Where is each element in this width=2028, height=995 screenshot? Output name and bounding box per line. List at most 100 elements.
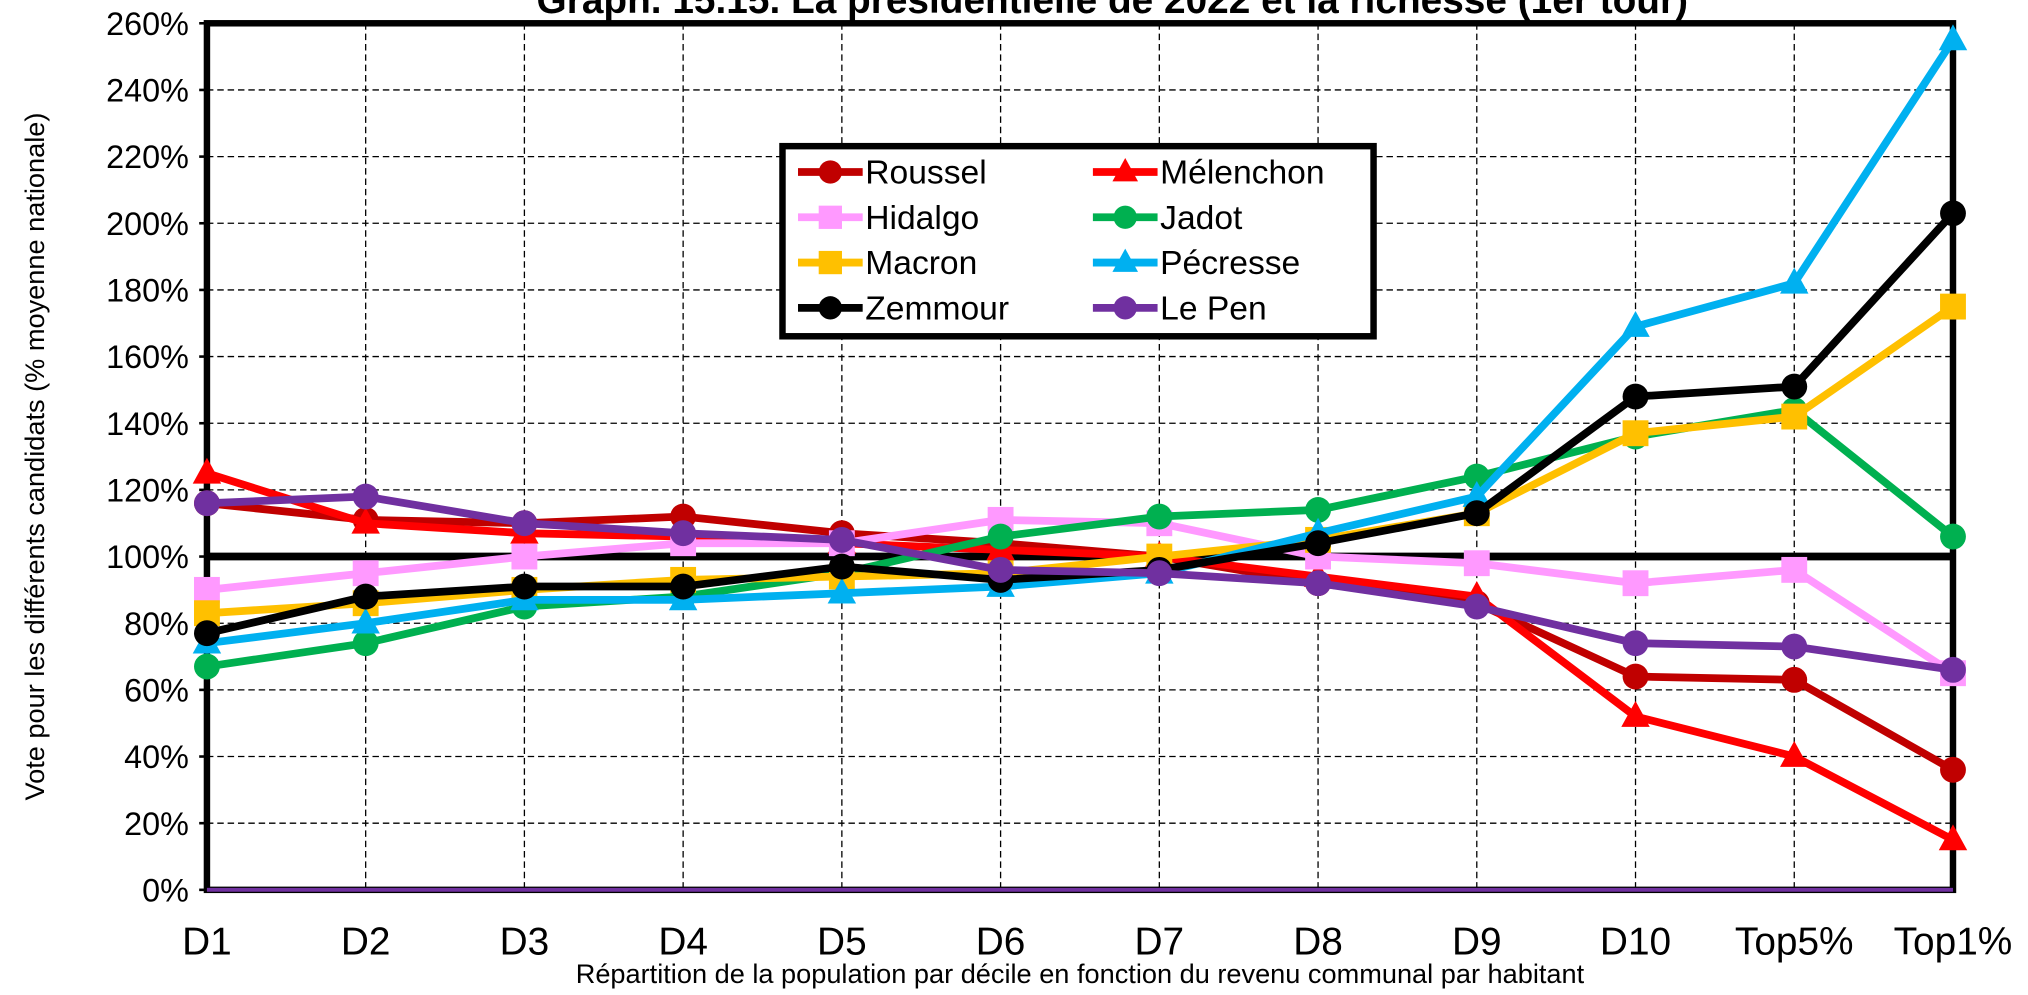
y-tick-label: 0% bbox=[142, 872, 189, 908]
marker bbox=[1781, 556, 1808, 583]
marker bbox=[818, 205, 842, 229]
series-line bbox=[206, 37, 1957, 648]
marker bbox=[1463, 463, 1490, 490]
legend-item: Jadot bbox=[1092, 200, 1243, 237]
marker bbox=[1113, 205, 1137, 229]
y-tick-label: 260% bbox=[106, 6, 189, 42]
series bbox=[194, 490, 1966, 783]
marker bbox=[1781, 373, 1808, 400]
marker bbox=[511, 510, 538, 537]
marker bbox=[1146, 503, 1173, 530]
marker bbox=[352, 483, 379, 510]
marker bbox=[1622, 663, 1649, 690]
x-tick-label: D10 bbox=[1600, 921, 1671, 964]
x-tick-label: D4 bbox=[658, 921, 708, 964]
legend-label: Jadot bbox=[1160, 200, 1243, 237]
legend-label: Roussel bbox=[865, 155, 986, 192]
marker bbox=[351, 607, 380, 634]
marker bbox=[1781, 403, 1808, 430]
x-tick-label: D8 bbox=[1293, 921, 1343, 964]
series-line bbox=[206, 406, 1956, 671]
legend-label: Le Pen bbox=[1160, 290, 1267, 327]
marker bbox=[1622, 383, 1649, 410]
legend-item: Hidalgo bbox=[798, 200, 979, 237]
marker bbox=[1940, 200, 1966, 227]
marker bbox=[670, 573, 697, 600]
series-line bbox=[206, 492, 1954, 674]
marker bbox=[194, 576, 220, 603]
y-tick-label: 20% bbox=[124, 806, 189, 842]
marker bbox=[1463, 500, 1490, 527]
marker bbox=[1940, 756, 1966, 783]
legend-item: Roussel bbox=[798, 155, 987, 192]
marker bbox=[1780, 741, 1809, 767]
marker bbox=[1112, 158, 1139, 182]
marker bbox=[987, 556, 1014, 583]
legend-box bbox=[779, 142, 1377, 340]
marker bbox=[352, 583, 379, 610]
marker bbox=[1781, 666, 1808, 693]
marker bbox=[1305, 530, 1331, 557]
x-tick-label: D5 bbox=[817, 921, 867, 964]
y-tick-label: 180% bbox=[106, 273, 189, 309]
chart-title: Graph. 15.15. La présidentielle de 2022 … bbox=[537, 0, 1688, 22]
legend-item: Pécresse bbox=[1092, 245, 1300, 282]
legend-label: Pécresse bbox=[1160, 245, 1300, 282]
y-tick-label: 220% bbox=[106, 139, 189, 175]
marker bbox=[1622, 570, 1649, 597]
y-tick-label: 100% bbox=[106, 539, 189, 575]
marker bbox=[1938, 24, 1968, 51]
series bbox=[194, 396, 1966, 680]
marker bbox=[828, 553, 855, 580]
marker bbox=[1112, 248, 1139, 272]
x-tick-label: Top1% bbox=[1894, 921, 2013, 964]
legend-item: Mélenchon bbox=[1092, 155, 1325, 192]
series bbox=[192, 457, 1968, 851]
y-tick-label: 140% bbox=[106, 406, 189, 442]
y-tick-label: 240% bbox=[106, 73, 189, 109]
series-line bbox=[205, 469, 1955, 844]
marker bbox=[194, 653, 220, 680]
marker bbox=[828, 526, 855, 553]
marker bbox=[1622, 420, 1649, 447]
marker bbox=[818, 250, 842, 275]
marker bbox=[987, 523, 1014, 550]
series bbox=[194, 483, 1966, 683]
marker bbox=[1113, 296, 1137, 320]
series-line bbox=[206, 516, 1956, 677]
marker bbox=[818, 160, 842, 184]
marker bbox=[1622, 630, 1649, 657]
marker bbox=[1940, 293, 1966, 320]
y-axis-label: Vote pour les différents candidats (% mo… bbox=[19, 113, 50, 801]
marker bbox=[1305, 496, 1331, 523]
marker bbox=[670, 520, 697, 547]
y-tick-label: 80% bbox=[124, 606, 189, 642]
y-tick-label: 200% bbox=[106, 206, 189, 242]
x-tick-label: D1 bbox=[182, 921, 232, 964]
marker bbox=[194, 620, 220, 647]
x-tick-label: D2 bbox=[341, 921, 391, 964]
series-line bbox=[206, 303, 1956, 618]
marker bbox=[1462, 481, 1492, 507]
marker bbox=[192, 457, 222, 484]
marker bbox=[1621, 701, 1650, 727]
marker bbox=[1463, 593, 1490, 620]
legend-label: Zemmour bbox=[865, 290, 1009, 327]
marker bbox=[1463, 550, 1490, 577]
x-tick-label: D7 bbox=[1135, 921, 1185, 964]
legend-item: Le Pen bbox=[1092, 290, 1267, 327]
marker bbox=[827, 577, 857, 604]
marker bbox=[1621, 311, 1650, 337]
legend-label: Mélenchon bbox=[1160, 155, 1324, 192]
marker bbox=[818, 296, 842, 320]
marker bbox=[1938, 824, 1968, 851]
marker bbox=[511, 543, 538, 570]
x-tick-label: D3 bbox=[500, 921, 550, 964]
legend-item: Zemmour bbox=[798, 290, 1009, 327]
legend-label: Macron bbox=[865, 245, 977, 282]
legend-label: Hidalgo bbox=[865, 200, 979, 237]
marker bbox=[1780, 267, 1809, 294]
y-tick-label: 60% bbox=[124, 673, 189, 709]
